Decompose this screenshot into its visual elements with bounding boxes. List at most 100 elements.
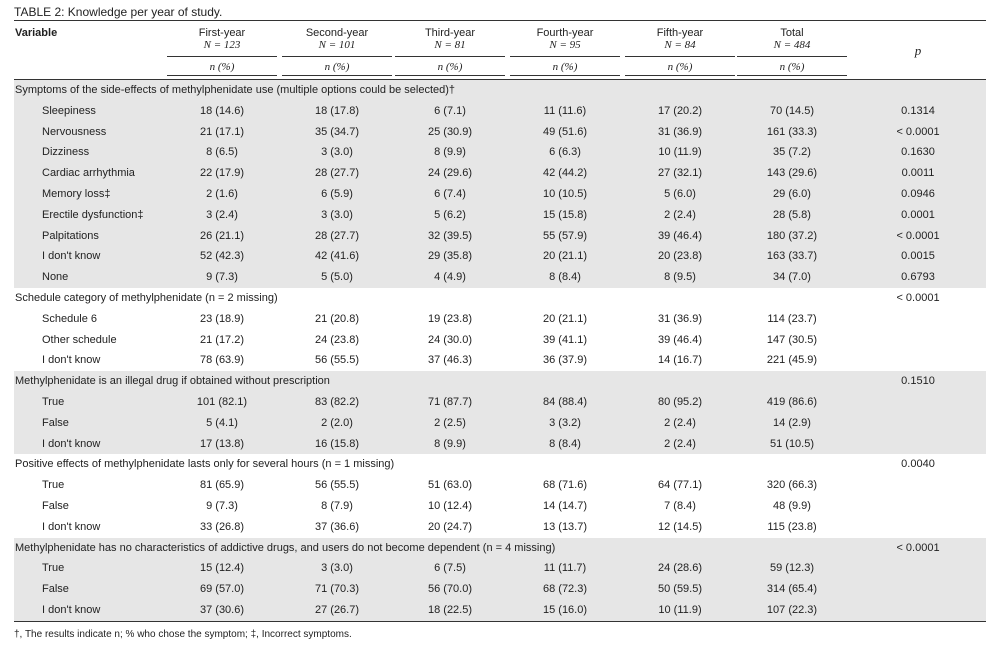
p-header: p (914, 43, 922, 58)
column-unit: n (%) (324, 61, 350, 73)
cell: 24 (23.8) (314, 333, 360, 346)
cell: 8 (6.5) (206, 146, 238, 159)
cell: 70 (14.5) (769, 104, 815, 117)
column-name: Third-year (424, 27, 476, 39)
cell: 29 (6.0) (773, 188, 811, 200)
cell: 35 (7.2) (773, 146, 811, 159)
cell: 17 (20.2) (657, 104, 703, 117)
cell: 78 (63.9) (199, 354, 245, 367)
cell: 37 (36.6) (314, 520, 360, 533)
cell: 12 (14.5) (657, 520, 703, 533)
cell: 56 (55.5) (314, 354, 360, 367)
cell: 115 (23.8) (767, 520, 817, 533)
row-label: None (42, 271, 69, 284)
cell: 11 (11.7) (543, 562, 587, 575)
cell: 27 (26.7) (314, 604, 360, 616)
cell: 9 (7.3) (206, 271, 238, 284)
cell: 15 (15.8) (542, 208, 588, 221)
cell: 8 (9.9) (434, 437, 466, 450)
cell: 49 (51.6) (542, 125, 588, 138)
rule (395, 56, 505, 57)
rule (625, 75, 735, 76)
cell: 42 (44.2) (542, 167, 588, 180)
cell: 10 (12.4) (427, 500, 473, 512)
cell: 52 (42.3) (199, 250, 245, 263)
cell: 51 (63.0) (427, 479, 473, 492)
section-title: Schedule category of methylphenidate (n … (15, 292, 278, 304)
column-name: Total (780, 27, 804, 39)
cell: 56 (55.5) (314, 479, 360, 492)
cell: 419 (86.6) (766, 396, 818, 408)
cell: 18 (22.5) (427, 604, 473, 616)
cell: 50 (59.5) (657, 583, 703, 596)
cell: 39 (46.4) (657, 229, 703, 242)
cell: 314 (65.4) (766, 583, 818, 596)
cell: 114 (23.7) (767, 312, 817, 325)
cell: 20 (21.1) (542, 312, 588, 325)
column-name: Second-year (305, 27, 369, 39)
cell: 71 (87.7) (427, 396, 473, 408)
cell: 81 (65.9) (199, 479, 245, 492)
row-label: I don't know (42, 520, 101, 533)
p-value: < 0.0001 (896, 541, 940, 554)
column-n: N = 84 (664, 39, 696, 51)
cell: 28 (5.8) (773, 208, 811, 221)
section-band (14, 537, 986, 621)
row-label: Dizziness (42, 146, 90, 159)
section-band (14, 80, 986, 288)
p-value: 0.0040 (901, 458, 935, 471)
row-label: False (42, 583, 69, 596)
cell: 3 (2.4) (206, 208, 238, 221)
cell: 71 (70.3) (314, 583, 360, 596)
cell: 14 (2.9) (773, 416, 811, 429)
cell: 5 (5.0) (321, 271, 353, 284)
row-label: I don't know (42, 354, 101, 367)
cell: 68 (72.3) (542, 583, 588, 596)
footnote: †, The results indicate n; % who chose t… (14, 628, 352, 640)
rule (625, 56, 735, 57)
cell: 2 (2.4) (664, 416, 696, 429)
cell: 36 (37.9) (542, 354, 588, 367)
cell: 35 (34.7) (314, 125, 360, 138)
cell: 10 (11.9) (658, 604, 702, 616)
row-label: True (42, 562, 65, 575)
cell: 55 (57.9) (542, 229, 588, 242)
cell: 26 (21.1) (199, 229, 245, 242)
cell: 37 (30.6) (199, 604, 245, 616)
cell: 101 (82.1) (196, 396, 248, 408)
rule (167, 56, 277, 57)
cell: 28 (27.7) (314, 167, 360, 180)
row-label: True (42, 396, 65, 408)
cell: 8 (9.5) (664, 271, 696, 284)
cell: 21 (20.8) (314, 312, 360, 325)
p-value: 0.0946 (901, 188, 935, 200)
cell: 107 (22.3) (766, 604, 818, 616)
section-title: Methylphenidate has no characteristics o… (15, 541, 556, 554)
section-title: Symptoms of the side-effects of methylph… (15, 84, 456, 96)
cell: 24 (29.6) (427, 167, 473, 180)
cell: 8 (7.9) (321, 500, 353, 512)
cell: 10 (10.5) (542, 188, 588, 200)
cell: 18 (14.6) (199, 104, 245, 117)
rule (737, 56, 847, 57)
cell: 33 (26.8) (199, 520, 245, 533)
p-value: 0.6793 (901, 271, 935, 284)
column-unit: n (%) (667, 61, 693, 73)
cell: 21 (17.1) (199, 125, 245, 138)
cell: 21 (17.2) (199, 333, 245, 346)
row-label: Cardiac arrhythmia (42, 167, 135, 180)
p-value: 0.0015 (901, 250, 935, 263)
section-title: Positive effects of methylphenidate last… (15, 458, 395, 471)
cell: 13 (13.7) (542, 520, 588, 533)
cell: 143 (29.6) (766, 167, 818, 180)
row-label: I don't know (42, 604, 101, 616)
cell: 3 (3.0) (321, 562, 353, 575)
cell: 25 (30.9) (427, 125, 473, 138)
cell: 56 (70.0) (427, 583, 473, 596)
rule (14, 620, 986, 622)
row-label: Other schedule (42, 333, 117, 346)
column-n: N = 123 (203, 39, 241, 51)
cell: 2 (2.4) (664, 437, 696, 450)
column-unit: n (%) (437, 61, 463, 73)
column-n: N = 95 (549, 39, 581, 51)
